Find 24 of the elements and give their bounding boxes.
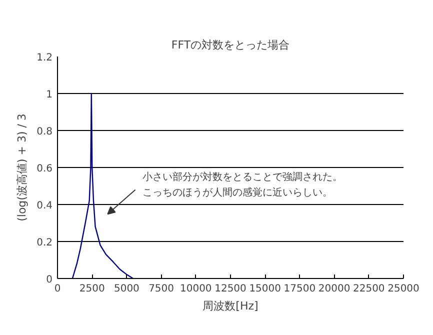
y-axis-title: (log(波高値) + 3) / 3 (16, 114, 29, 222)
y-tick-label: 0 (46, 274, 53, 286)
y-tick-label: 1.2 (36, 52, 53, 64)
x-tick-label: 15000 (249, 284, 282, 294)
x-tick-label: 7500 (148, 284, 174, 294)
x-axis-title: 周波数[Hz] (202, 300, 258, 312)
x-tick-label: 12500 (214, 284, 246, 294)
y-tick-label: 0.8 (36, 126, 53, 138)
x-tick-label: 0 (54, 284, 61, 294)
x-tick-label: 22500 (352, 284, 385, 294)
chart-title: FFTの対数をとった場合 (171, 38, 290, 52)
line-series (72, 92, 134, 278)
x-tick-label: 5000 (114, 284, 140, 294)
x-tick-label: 2500 (79, 284, 105, 294)
x-tick-label: 10000 (180, 284, 212, 294)
y-tick-label: 0.6 (36, 164, 53, 174)
y-tick-label: 0.4 (36, 200, 53, 212)
x-tick-label: 20000 (318, 284, 350, 294)
y-tick-label: 0.2 (36, 238, 53, 248)
x-tick-label: 17500 (284, 284, 316, 294)
annotation: 小さい部分が対数をとることで強調された。 (142, 171, 342, 184)
y-tick-label: 1 (46, 90, 53, 100)
annotation: こっちのほうが人間の感覚に近いらしい。 (142, 186, 332, 199)
x-tick-label: 25000 (388, 284, 420, 294)
